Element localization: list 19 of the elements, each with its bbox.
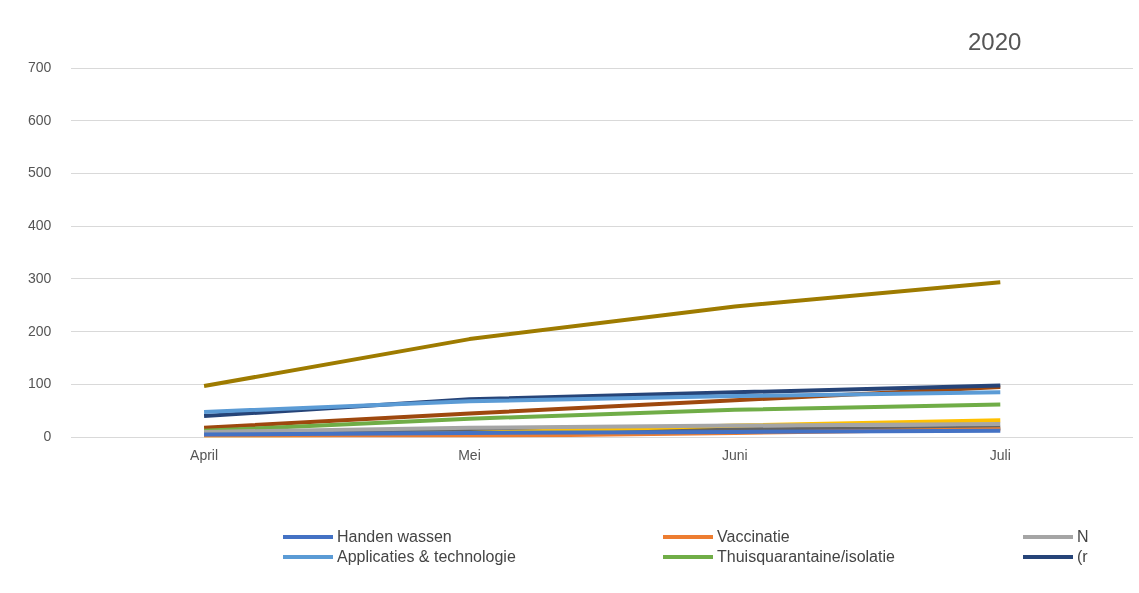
legend-label: N [1077,528,1089,546]
legend-label: Applicaties & technologie [337,548,516,566]
y-tick-label: 700 [28,58,52,75]
legend-label: Handen wassen [337,528,452,546]
y-tick-label: 0 [43,428,52,445]
x-tick-label: Mei [458,447,481,464]
legend-label: Thuisquarantaine/isolatie [717,548,895,566]
y-tick-label: 500 [28,164,52,181]
y-tick-label: 300 [28,269,52,286]
x-tick-label: Juli [989,447,1011,464]
y-tick-label: 200 [28,322,52,339]
y-tick-label: 400 [28,217,52,234]
legend-label: Vaccinatie [717,528,790,546]
chart-title: 2020 [968,28,1022,56]
legend-label: (r [1077,548,1088,566]
y-tick-label: 100 [28,375,52,392]
x-tick-label: April [190,447,219,464]
x-tick-label: Juni [722,447,748,464]
y-tick-label: 600 [28,111,52,128]
